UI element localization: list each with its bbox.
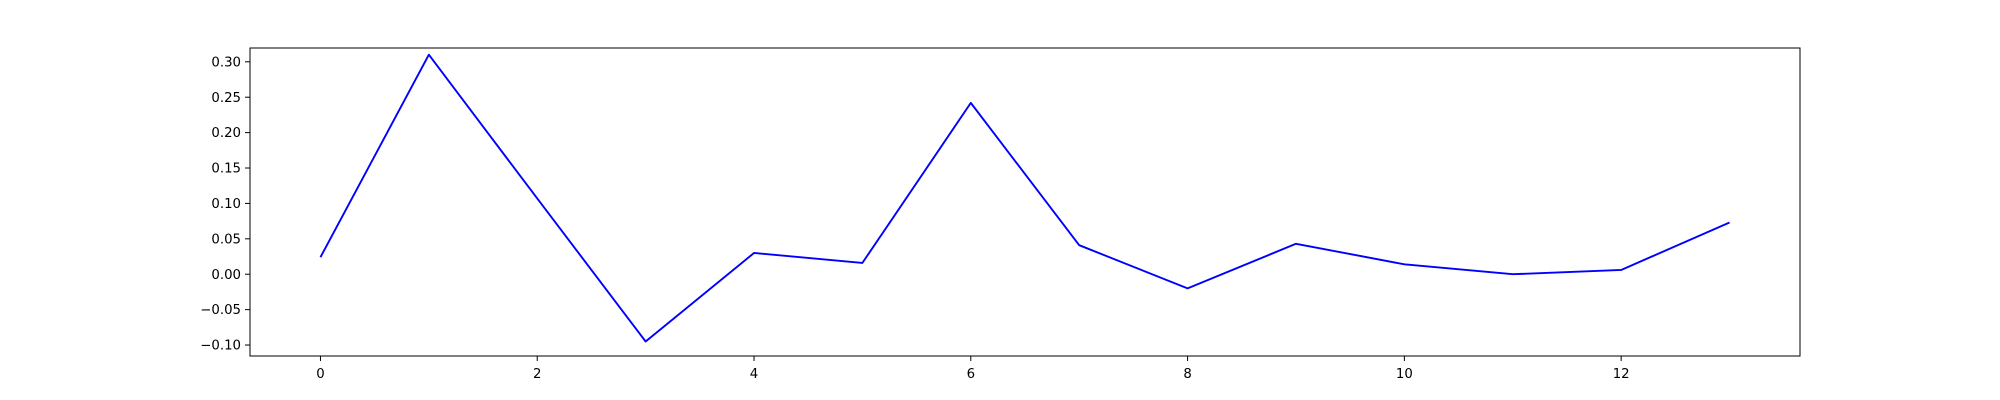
x-tick-label: 6	[967, 367, 975, 382]
data-point	[1078, 244, 1080, 246]
data-point	[1295, 243, 1297, 245]
plot-area	[319, 53, 1731, 343]
y-tick-label: 0.15	[211, 162, 241, 177]
y-axis: −0.10 −0.05 0.00 0.05 0.10 0.15 0.20 0.25 0.30	[200, 55, 250, 354]
data-point	[1512, 273, 1514, 275]
data-point	[1404, 264, 1406, 266]
y-tick-label: −0.10	[200, 339, 241, 354]
y-tick-label: 0.10	[211, 197, 241, 212]
x-tick-label: 0	[316, 367, 324, 382]
y-tick-label: 0.30	[211, 55, 241, 70]
x-tick-label: 8	[1183, 367, 1191, 382]
axes-frame	[249, 47, 1801, 357]
data-point	[753, 252, 755, 254]
data-point	[536, 198, 538, 200]
x-tick-label: 10	[1396, 367, 1413, 382]
data-point	[320, 256, 322, 258]
data-point	[1620, 269, 1622, 271]
x-axis: 0 2 4 6 8 10 12	[316, 356, 1630, 382]
data-point	[1187, 288, 1189, 290]
data-point	[1729, 222, 1731, 224]
y-tick-label: −0.05	[200, 303, 241, 318]
y-tick-label: 0.25	[211, 91, 241, 106]
y-tick-label: 0.20	[211, 126, 241, 141]
data-point	[645, 341, 647, 343]
y-tick-label: 0.05	[211, 232, 241, 247]
data-point	[428, 54, 430, 56]
series-line-0	[319, 53, 1730, 343]
x-tick-label: 4	[750, 367, 758, 382]
x-tick-label: 2	[533, 367, 541, 382]
data-point	[970, 102, 972, 104]
x-tick-label: 12	[1613, 367, 1630, 382]
y-tick-label: 0.00	[211, 268, 241, 283]
data-point	[862, 262, 864, 264]
